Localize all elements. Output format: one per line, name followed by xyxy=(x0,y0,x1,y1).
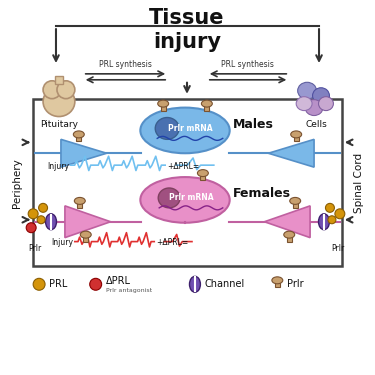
Text: Prlr antagonist: Prlr antagonist xyxy=(106,288,152,293)
Ellipse shape xyxy=(318,97,333,111)
Text: PRL synthesis: PRL synthesis xyxy=(221,60,274,69)
Bar xyxy=(200,173,206,180)
Ellipse shape xyxy=(140,108,230,153)
Circle shape xyxy=(39,203,48,212)
Text: Channel: Channel xyxy=(205,279,245,289)
Text: +ΔPRL=: +ΔPRL= xyxy=(167,162,200,171)
Text: Pituitary: Pituitary xyxy=(40,120,78,129)
Bar xyxy=(76,134,81,141)
Bar xyxy=(275,280,280,287)
Bar xyxy=(83,235,88,242)
Ellipse shape xyxy=(284,231,295,238)
Ellipse shape xyxy=(291,131,302,138)
Text: Males: Males xyxy=(232,118,273,131)
Bar xyxy=(204,104,209,111)
Text: Periphery: Periphery xyxy=(12,158,22,208)
Ellipse shape xyxy=(158,188,180,208)
Circle shape xyxy=(26,223,36,232)
Text: Females: Females xyxy=(232,188,291,201)
Circle shape xyxy=(33,278,45,290)
Text: PRL synthesis: PRL synthesis xyxy=(99,60,152,69)
Ellipse shape xyxy=(57,81,75,99)
Circle shape xyxy=(335,209,345,219)
Bar xyxy=(287,235,292,242)
Ellipse shape xyxy=(74,131,84,138)
Ellipse shape xyxy=(313,88,330,104)
Polygon shape xyxy=(65,206,111,238)
Polygon shape xyxy=(264,206,310,238)
Text: Prlr: Prlr xyxy=(28,244,42,253)
Ellipse shape xyxy=(80,231,91,238)
Text: +ΔPRL=: +ΔPRL= xyxy=(156,238,189,247)
Circle shape xyxy=(37,216,45,224)
Text: Prlr mRNA: Prlr mRNA xyxy=(169,194,213,202)
Bar xyxy=(77,201,82,208)
Ellipse shape xyxy=(290,197,301,204)
Ellipse shape xyxy=(45,214,57,230)
Text: Prlr: Prlr xyxy=(287,279,304,289)
Polygon shape xyxy=(61,140,106,167)
Ellipse shape xyxy=(155,117,179,140)
Ellipse shape xyxy=(296,97,312,111)
Ellipse shape xyxy=(74,197,85,204)
Text: Prlr: Prlr xyxy=(331,244,345,253)
Circle shape xyxy=(28,209,38,219)
Bar xyxy=(293,201,298,208)
Circle shape xyxy=(90,278,102,290)
Bar xyxy=(33,99,342,266)
Circle shape xyxy=(328,216,336,224)
Ellipse shape xyxy=(140,177,230,223)
Ellipse shape xyxy=(272,277,283,284)
Ellipse shape xyxy=(43,81,61,99)
Bar xyxy=(294,134,298,141)
Ellipse shape xyxy=(43,87,75,117)
Ellipse shape xyxy=(305,100,323,116)
Ellipse shape xyxy=(189,276,200,292)
Text: Tissue
injury: Tissue injury xyxy=(149,8,225,51)
Text: Cells: Cells xyxy=(305,120,327,129)
Text: Spinal Cord: Spinal Cord xyxy=(354,153,364,213)
Text: PRL: PRL xyxy=(49,279,68,289)
Ellipse shape xyxy=(298,82,316,99)
Ellipse shape xyxy=(197,170,208,177)
Ellipse shape xyxy=(201,100,212,107)
Bar xyxy=(55,76,63,84)
Polygon shape xyxy=(268,140,314,167)
Text: Prlr mRNA: Prlr mRNA xyxy=(168,124,212,133)
Circle shape xyxy=(326,203,334,212)
Ellipse shape xyxy=(318,214,330,230)
Text: Injury: Injury xyxy=(47,162,69,171)
Text: ΔPRL: ΔPRL xyxy=(106,276,130,286)
Ellipse shape xyxy=(158,100,169,107)
Text: Injury: Injury xyxy=(51,238,73,247)
Bar xyxy=(161,104,166,111)
